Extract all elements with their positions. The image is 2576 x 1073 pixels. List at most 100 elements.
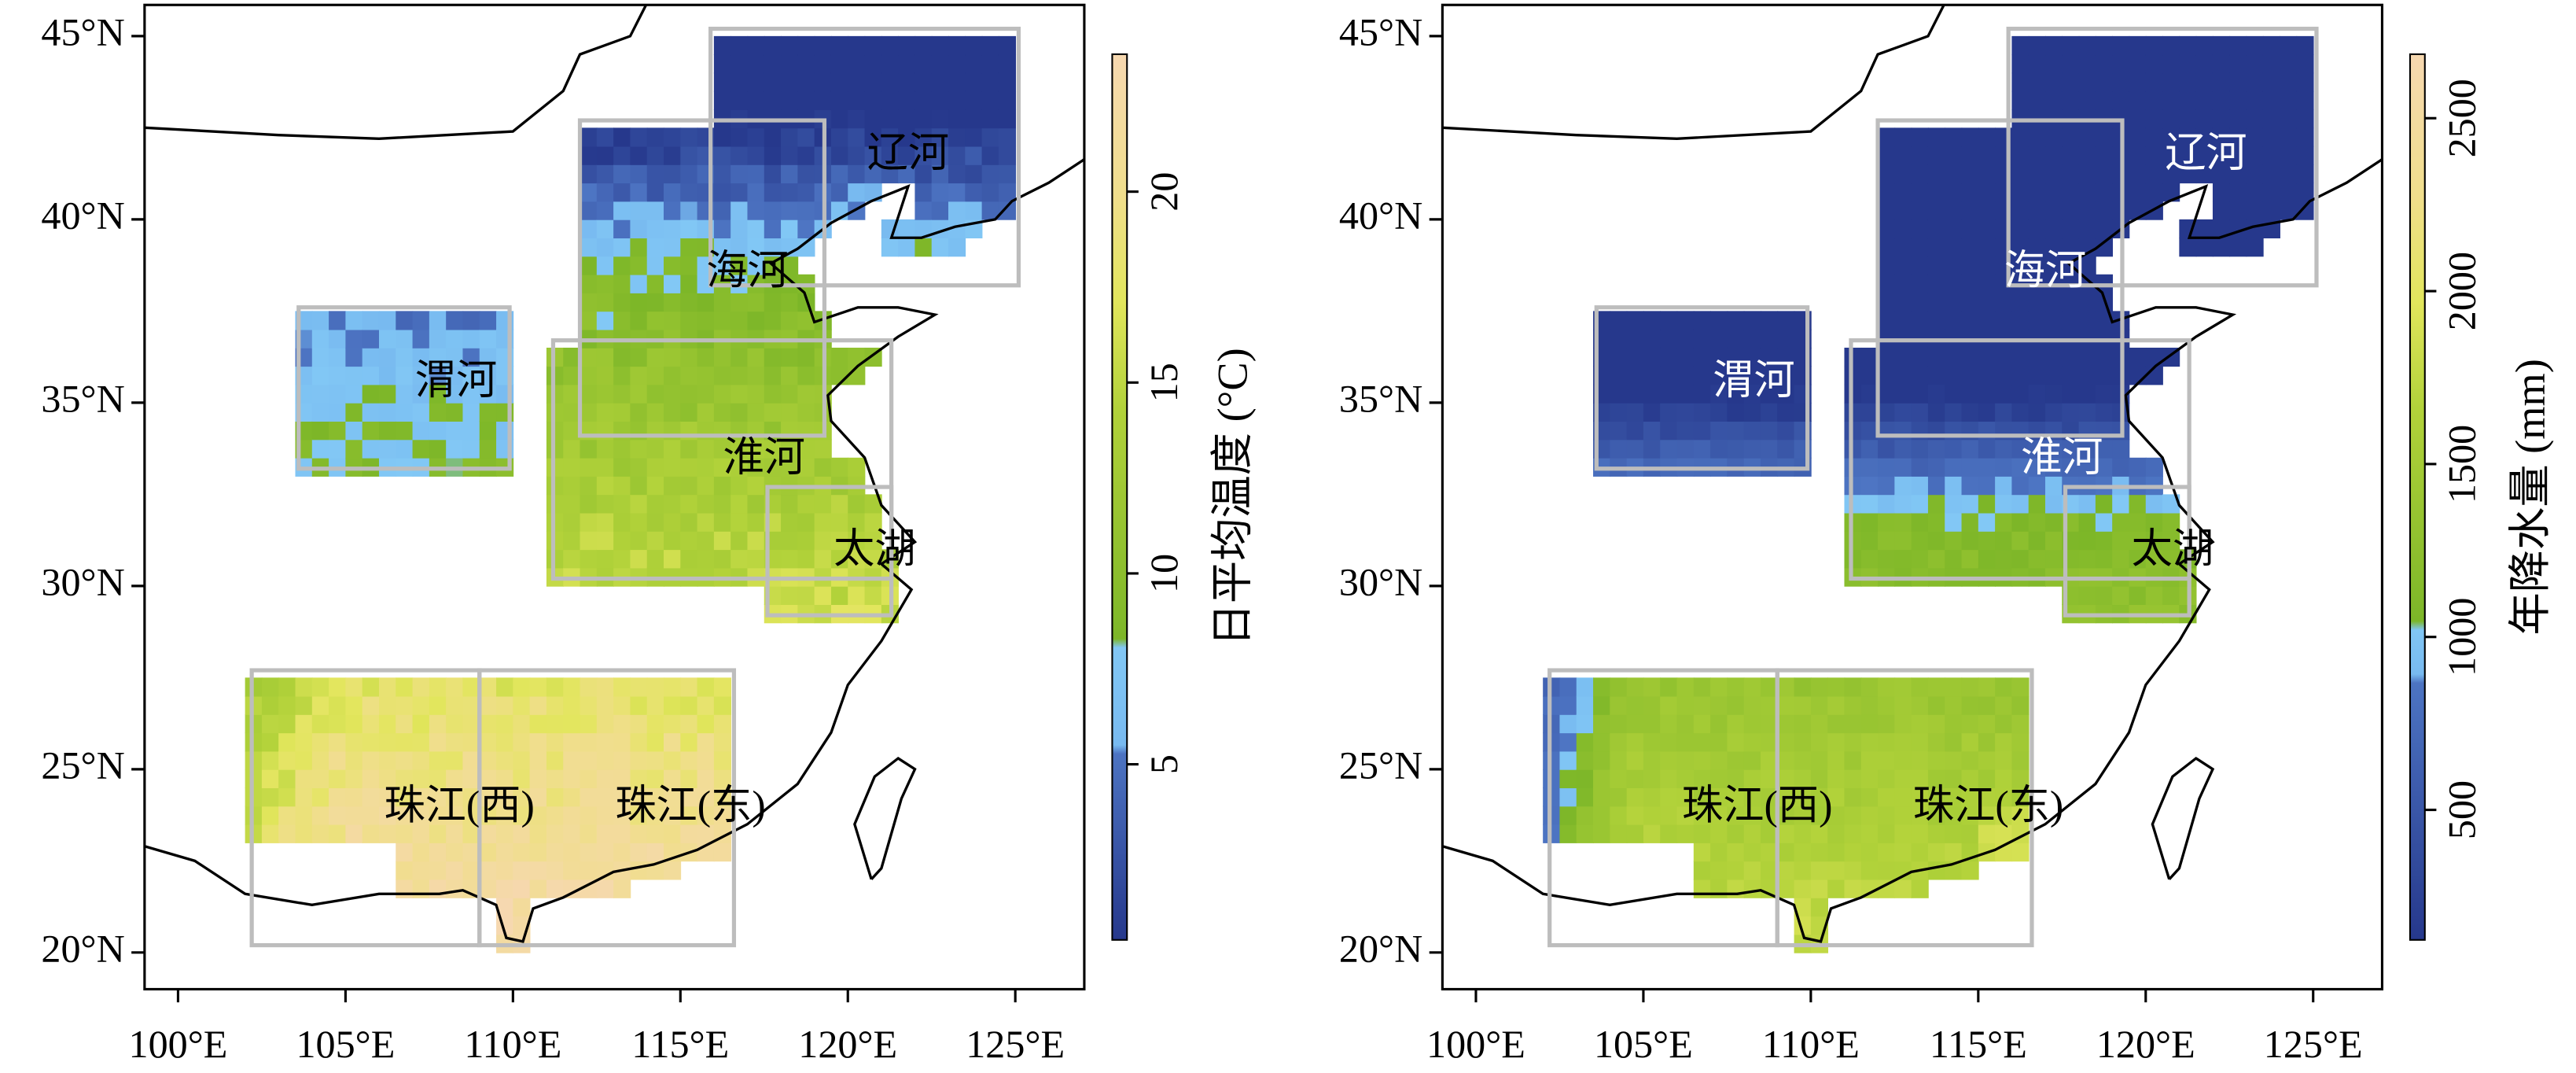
- raster-cell: [931, 201, 949, 220]
- raster-cell: [948, 183, 966, 202]
- raster-cell: [697, 769, 715, 789]
- raster-cell: [378, 421, 397, 441]
- raster-cell: [1911, 439, 1929, 459]
- raster-cell: [2078, 402, 2096, 422]
- raster-cell: [396, 677, 414, 697]
- raster-cell: [1610, 439, 1628, 459]
- raster-cell: [2129, 72, 2147, 92]
- raster-cell: [1961, 695, 1979, 715]
- raster-cell: [2280, 109, 2298, 129]
- raster-cell: [697, 806, 715, 825]
- raster-cell: [378, 787, 397, 807]
- raster-cell: [1894, 164, 1912, 184]
- raster-cell: [1894, 732, 1912, 752]
- raster-cell: [1710, 311, 1728, 330]
- raster-cell: [2045, 72, 2063, 92]
- raster-cell: [1860, 421, 1879, 441]
- raster-cell: [2011, 201, 2030, 220]
- raster-cell: [2229, 109, 2247, 129]
- raster-cell: [2112, 90, 2130, 110]
- raster-cell: [630, 127, 648, 147]
- raster-cell: [2028, 183, 2046, 202]
- raster-cell: [864, 127, 882, 147]
- raster-cell: [931, 146, 949, 165]
- raster-cell: [1593, 806, 1611, 825]
- raster-cell: [1693, 384, 1711, 404]
- raster-cell: [1911, 293, 1929, 312]
- raster-cell: [1710, 347, 1728, 367]
- raster-cell: [1693, 769, 1711, 789]
- raster-cell: [329, 421, 347, 441]
- raster-cell: [1760, 843, 1779, 862]
- raster-cell: [1626, 713, 1644, 734]
- raster-cell: [781, 183, 799, 202]
- x-tick-label: 125°E: [2264, 1022, 2363, 1066]
- raster-cell: [713, 54, 732, 74]
- raster-cell: [429, 769, 447, 789]
- raster-cell: [1743, 366, 1761, 385]
- raster-cell: [580, 201, 598, 220]
- raster-cell: [965, 109, 983, 129]
- raster-cell: [278, 806, 296, 825]
- raster-cell: [2045, 35, 2063, 56]
- raster-cell: [1794, 879, 1812, 898]
- raster-cell: [1710, 750, 1728, 770]
- raster-cell: [496, 713, 514, 734]
- raster-cell: [2296, 109, 2314, 129]
- raster-cell: [646, 512, 664, 532]
- raster-cell: [1777, 695, 1795, 715]
- raster-cell: [563, 530, 581, 551]
- raster-cell: [814, 54, 832, 74]
- raster-cell: [1626, 806, 1644, 825]
- raster-cell: [646, 238, 664, 257]
- raster-cell: [646, 256, 664, 275]
- raster-cell: [1961, 713, 1979, 734]
- raster-cell: [1911, 713, 1929, 734]
- raster-cell: [1927, 549, 1946, 569]
- raster-cell: [730, 35, 749, 56]
- x-tick-label: 105°E: [296, 1022, 395, 1066]
- raster-cell: [2280, 127, 2298, 147]
- raster-cell: [2229, 72, 2247, 92]
- raster-cell: [2011, 219, 2030, 239]
- raster-cell: [429, 713, 447, 734]
- raster-cell: [747, 512, 765, 532]
- raster-cell: [1693, 421, 1711, 441]
- raster-cell: [898, 219, 916, 239]
- raster-cell: [261, 695, 280, 715]
- raster-cell: [2062, 146, 2080, 165]
- raster-cell: [1911, 127, 1929, 147]
- raster-cell: [1860, 347, 1879, 367]
- raster-cell: [914, 238, 933, 257]
- region-label: 海河: [2004, 248, 2086, 293]
- raster-cell: [713, 750, 732, 770]
- raster-cell: [396, 366, 414, 385]
- raster-cell: [2129, 146, 2147, 165]
- raster-cell: [1610, 824, 1628, 843]
- x-tick-label: 120°E: [2096, 1022, 2195, 1066]
- raster-cell: [1945, 824, 1963, 843]
- raster-cell: [781, 439, 799, 459]
- raster-cell: [2062, 54, 2080, 74]
- raster-cell: [713, 219, 732, 239]
- raster-cell: [2212, 238, 2231, 257]
- raster-cell: [2212, 54, 2231, 74]
- raster-cell: [781, 127, 799, 147]
- raster-cell: [563, 732, 581, 752]
- raster-cell: [1927, 512, 1946, 532]
- raster-cell: [2078, 35, 2096, 56]
- raster-cell: [329, 824, 347, 843]
- raster-cell: [2028, 476, 2046, 496]
- raster-cell: [730, 402, 749, 422]
- raster-cell: [596, 824, 614, 843]
- raster-cell: [1945, 512, 1963, 532]
- raster-cell: [1945, 549, 1963, 569]
- raster-cell: [680, 347, 698, 367]
- raster-cell: [697, 384, 715, 404]
- raster-cell: [2262, 164, 2280, 184]
- raster-cell: [396, 347, 414, 367]
- raster-cell: [1610, 402, 1628, 422]
- raster-cell: [2095, 201, 2114, 220]
- raster-cell: [362, 695, 380, 715]
